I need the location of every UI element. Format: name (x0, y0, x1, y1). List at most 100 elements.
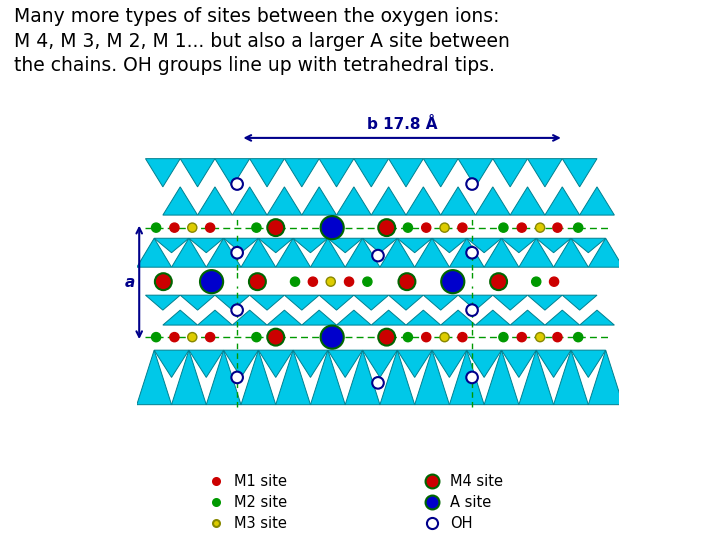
Polygon shape (145, 295, 180, 310)
Circle shape (188, 333, 197, 342)
Polygon shape (380, 350, 415, 404)
Polygon shape (276, 350, 310, 404)
Polygon shape (233, 310, 267, 325)
Circle shape (231, 178, 243, 190)
Polygon shape (554, 238, 588, 267)
Polygon shape (432, 350, 467, 377)
Polygon shape (528, 295, 562, 310)
Polygon shape (233, 187, 267, 215)
Polygon shape (284, 295, 319, 310)
Text: M1 site: M1 site (234, 474, 287, 489)
Circle shape (499, 223, 508, 232)
Polygon shape (276, 238, 310, 267)
Circle shape (422, 333, 431, 342)
Polygon shape (415, 238, 449, 267)
Polygon shape (189, 350, 224, 377)
Polygon shape (519, 238, 554, 267)
Text: A site: A site (450, 495, 491, 510)
Polygon shape (580, 310, 614, 325)
Polygon shape (241, 350, 276, 404)
Circle shape (188, 223, 197, 232)
Polygon shape (423, 295, 458, 310)
Circle shape (398, 273, 415, 290)
Circle shape (252, 333, 261, 342)
Polygon shape (258, 350, 293, 377)
Text: Many more types of sites between the oxygen ions:
M 4, M 3, M 2, M 1... but also: Many more types of sites between the oxy… (14, 8, 510, 75)
Polygon shape (154, 350, 189, 377)
Polygon shape (328, 350, 363, 377)
Polygon shape (389, 159, 423, 187)
Polygon shape (467, 238, 502, 253)
Polygon shape (267, 310, 302, 325)
Polygon shape (163, 310, 197, 325)
Circle shape (574, 223, 582, 232)
Polygon shape (284, 159, 319, 187)
Circle shape (441, 270, 464, 293)
Circle shape (308, 277, 318, 286)
Polygon shape (171, 350, 206, 404)
Polygon shape (180, 159, 215, 187)
Circle shape (320, 326, 343, 349)
Polygon shape (484, 238, 519, 267)
Polygon shape (441, 310, 475, 325)
Circle shape (231, 305, 243, 316)
Polygon shape (137, 350, 171, 404)
Polygon shape (545, 187, 580, 215)
Polygon shape (302, 187, 336, 215)
Polygon shape (475, 187, 510, 215)
Polygon shape (372, 187, 406, 215)
Circle shape (378, 329, 395, 346)
Polygon shape (519, 350, 554, 404)
Polygon shape (267, 187, 302, 215)
Circle shape (252, 223, 261, 232)
Polygon shape (224, 350, 258, 377)
Circle shape (205, 333, 215, 342)
Circle shape (326, 277, 336, 286)
Polygon shape (562, 159, 597, 187)
Circle shape (553, 223, 562, 232)
Circle shape (553, 333, 562, 342)
Circle shape (403, 333, 413, 342)
Polygon shape (536, 350, 571, 377)
Polygon shape (363, 238, 397, 253)
Circle shape (490, 273, 507, 290)
Polygon shape (397, 350, 432, 377)
Polygon shape (492, 295, 528, 310)
Polygon shape (406, 187, 441, 215)
Polygon shape (432, 238, 467, 253)
Circle shape (170, 333, 179, 342)
Polygon shape (354, 295, 389, 310)
Polygon shape (588, 238, 623, 267)
Circle shape (458, 223, 467, 232)
Polygon shape (562, 295, 597, 310)
Circle shape (574, 333, 582, 342)
Polygon shape (154, 238, 189, 253)
Polygon shape (397, 238, 432, 253)
Polygon shape (536, 238, 571, 253)
Polygon shape (502, 238, 536, 253)
Circle shape (536, 223, 544, 232)
Polygon shape (336, 187, 372, 215)
Polygon shape (319, 295, 354, 310)
Polygon shape (492, 159, 528, 187)
Polygon shape (372, 310, 406, 325)
Circle shape (467, 247, 478, 259)
Circle shape (155, 273, 172, 290)
Circle shape (517, 333, 526, 342)
Circle shape (151, 333, 161, 342)
Circle shape (205, 223, 215, 232)
Polygon shape (250, 295, 284, 310)
Polygon shape (449, 238, 484, 267)
Polygon shape (571, 350, 606, 377)
Text: M2 site: M2 site (234, 495, 287, 510)
Polygon shape (310, 238, 345, 267)
Polygon shape (345, 350, 380, 404)
Polygon shape (510, 187, 545, 215)
Circle shape (467, 178, 478, 190)
Polygon shape (145, 159, 180, 187)
Circle shape (517, 223, 526, 232)
Polygon shape (189, 238, 224, 253)
Circle shape (499, 333, 508, 342)
Circle shape (440, 223, 449, 232)
Circle shape (467, 305, 478, 316)
